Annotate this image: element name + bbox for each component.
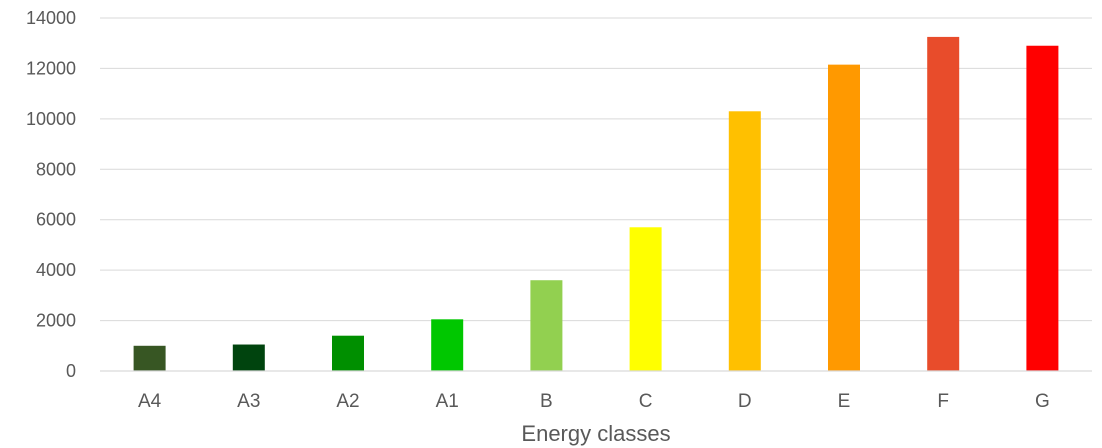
- bar-a2: [332, 335, 364, 371]
- x-tick-label: A1: [436, 391, 459, 412]
- bar-e: [828, 64, 860, 372]
- x-axis-ticks: A4 A3 A2 A1 B C D E F G: [138, 391, 1050, 412]
- x-axis-label: Energy classes: [521, 421, 670, 446]
- bar-a4: [133, 345, 166, 371]
- x-tick-label: A4: [138, 391, 162, 412]
- y-tick-label: 10000: [26, 109, 76, 129]
- y-tick-label: 12000: [26, 58, 76, 78]
- y-tick-label: 6000: [36, 210, 76, 230]
- y-tick-label: 8000: [36, 159, 76, 179]
- bar-f: [927, 36, 960, 372]
- bar-a1: [431, 319, 464, 371]
- gridlines: [100, 17, 1092, 322]
- x-tick-label: A2: [336, 391, 359, 412]
- y-tick-label: 14000: [26, 8, 76, 28]
- y-tick-label: 2000: [36, 311, 76, 331]
- y-tick-label: 0: [66, 361, 76, 381]
- bars: [133, 36, 1059, 372]
- x-tick-label: D: [738, 391, 752, 412]
- x-tick-label: F: [937, 391, 949, 412]
- x-tick-label: E: [838, 391, 851, 412]
- y-axis-ticks: 0 2000 4000 6000 8000 10000 12000 14000: [26, 8, 76, 381]
- bar-d: [728, 111, 761, 372]
- x-tick-label: G: [1035, 391, 1050, 412]
- bar-b: [530, 280, 563, 371]
- bar-g: [1026, 45, 1059, 371]
- x-tick-label: A3: [237, 391, 260, 412]
- bar-c: [629, 227, 662, 371]
- x-tick-label: C: [639, 391, 653, 412]
- bar-a3: [232, 344, 265, 371]
- y-tick-label: 4000: [36, 260, 76, 280]
- x-tick-label: B: [540, 391, 553, 412]
